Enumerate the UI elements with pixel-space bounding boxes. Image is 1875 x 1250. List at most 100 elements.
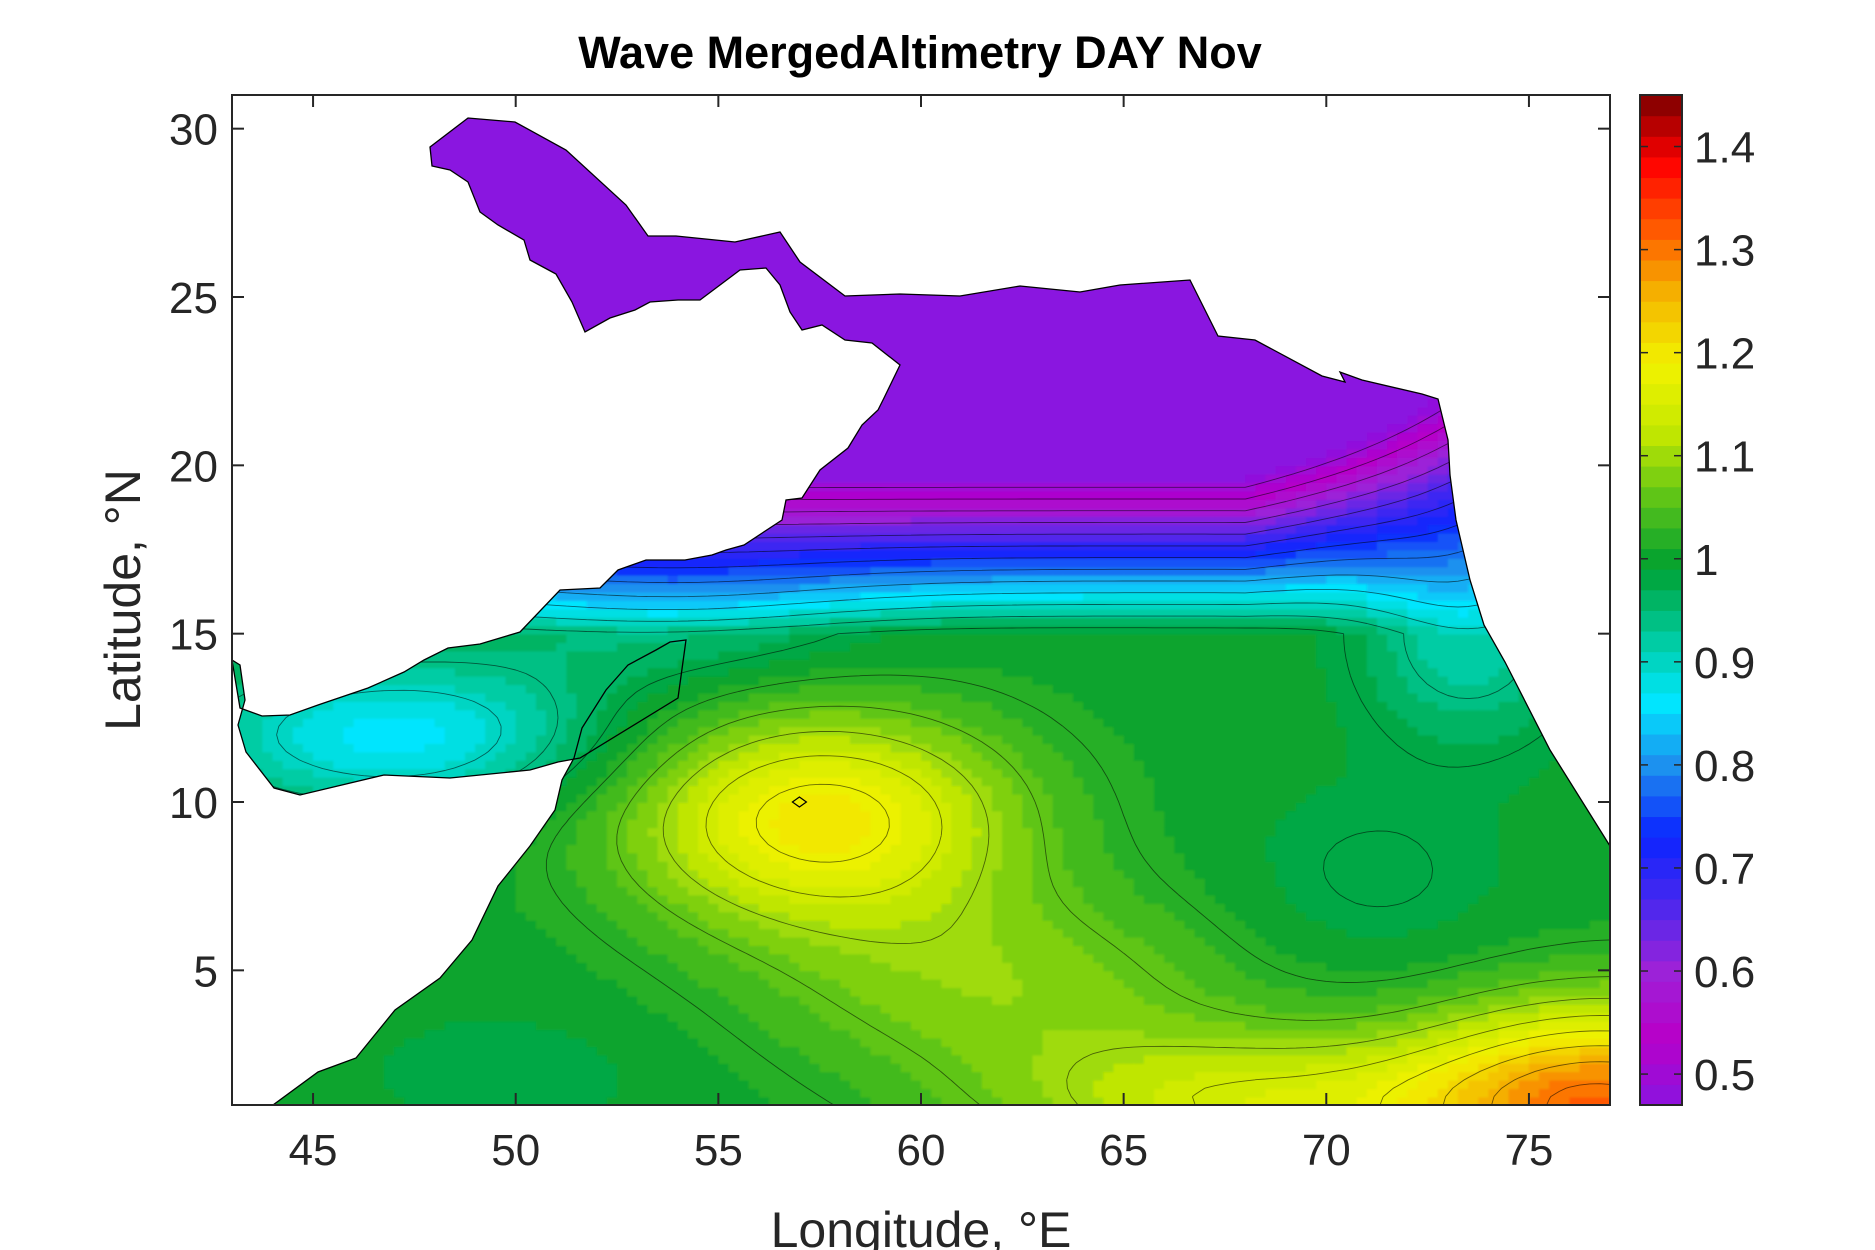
field-cell (556, 1004, 568, 1014)
field-cell (586, 305, 598, 315)
field-cell (323, 734, 335, 744)
field-cell (475, 1088, 487, 1098)
field-cell (505, 633, 517, 643)
field-cell (424, 701, 436, 711)
field-cell (596, 692, 608, 702)
field-cell (454, 153, 466, 164)
field-cell (465, 734, 477, 744)
field-cell (515, 187, 527, 197)
field-cell (292, 726, 304, 736)
field-cell (434, 1088, 446, 1098)
field-cell (424, 709, 436, 719)
field-cell (465, 1012, 477, 1022)
field-cell (495, 759, 507, 770)
field-cell (627, 961, 639, 972)
field-cell (556, 1012, 568, 1022)
field-cell (394, 751, 406, 761)
field-cell (302, 759, 314, 770)
field-cell (606, 280, 618, 290)
field-cell (495, 675, 507, 686)
field-cell (637, 1037, 649, 1047)
field-cell (323, 726, 335, 736)
field-cell (617, 583, 629, 593)
field-cell (515, 145, 527, 155)
field-cell (525, 928, 537, 938)
field-cell (252, 734, 264, 744)
field-cell (485, 1046, 497, 1056)
field-cell (637, 1071, 649, 1081)
field-cell (627, 254, 639, 265)
field-cell (566, 709, 578, 719)
field-cell (586, 945, 598, 955)
field-cell (637, 574, 649, 585)
field-cell (596, 297, 608, 307)
field-cell (617, 852, 629, 862)
field-cell (596, 221, 608, 231)
field-cell (576, 886, 588, 896)
field-cell (515, 221, 527, 231)
field-cell (617, 1071, 629, 1081)
field-cell (505, 743, 517, 753)
field-cell (475, 684, 487, 694)
field-cell (556, 978, 568, 989)
field-cell (485, 743, 497, 753)
field-cell (586, 734, 598, 744)
field-cell (596, 886, 608, 896)
field-cell (556, 1062, 568, 1073)
field-cell (586, 886, 598, 896)
field-cell (637, 936, 649, 946)
field-cell (434, 684, 446, 694)
field-cell (556, 1079, 568, 1090)
field-cell (485, 759, 497, 770)
field-cell (353, 726, 365, 736)
field-cell (637, 852, 649, 862)
field-cell (627, 953, 639, 963)
field-cell (505, 1004, 517, 1014)
field-cell (556, 204, 568, 214)
field-cell (485, 1020, 497, 1031)
field-cell (434, 137, 446, 147)
field-cell (566, 608, 578, 618)
field-cell (637, 557, 649, 568)
field-cell (465, 1020, 477, 1031)
field-cell (444, 1012, 456, 1022)
field-cell (586, 633, 598, 643)
field-cell (576, 987, 588, 997)
field-cell (627, 288, 639, 298)
field-cell (627, 280, 639, 290)
field-cell (323, 717, 335, 728)
field-cell (505, 751, 517, 761)
field-cell (566, 1062, 578, 1073)
field-cell (475, 204, 487, 214)
field-cell (525, 684, 537, 694)
field-cell (252, 717, 264, 728)
field-cell (556, 953, 568, 963)
field-cell (525, 170, 537, 181)
field-cell (576, 625, 588, 635)
field-cell (637, 743, 649, 753)
field-cell (465, 145, 477, 155)
field-cell (596, 684, 608, 694)
field-cell (282, 751, 294, 761)
field-cell (525, 877, 537, 888)
field-cell (505, 145, 517, 155)
field-cell (566, 238, 578, 248)
field-cell (525, 717, 537, 728)
field-cell (343, 743, 355, 753)
field-cell (434, 1012, 446, 1022)
field-cell (647, 1096, 659, 1105)
field-cell (586, 684, 598, 694)
field-cell (434, 1046, 446, 1056)
field-cell (465, 953, 477, 963)
field-cell (596, 701, 608, 711)
field-cell (373, 734, 385, 744)
field-cell (596, 271, 608, 282)
field-cell (515, 709, 527, 719)
field-cell (586, 170, 598, 181)
field-cell (556, 886, 568, 896)
field-cell (566, 860, 578, 871)
field-cell (617, 212, 629, 223)
field-cell (647, 751, 659, 761)
field-cell (465, 743, 477, 753)
field-cell (637, 1062, 649, 1073)
